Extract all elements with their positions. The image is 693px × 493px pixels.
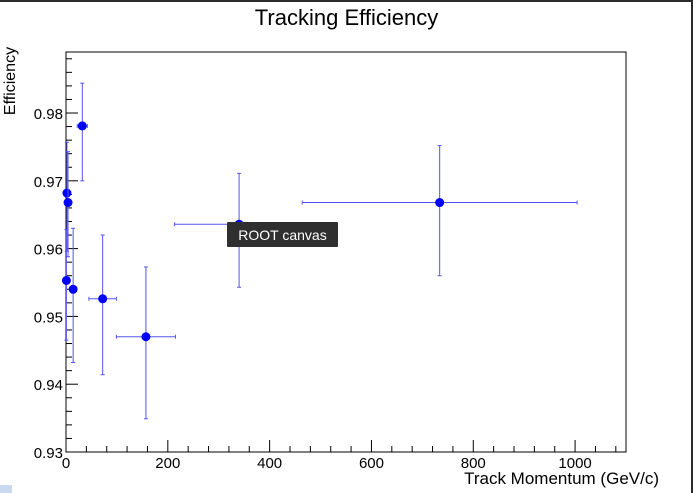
marker [62,188,72,198]
plot-frame [65,51,627,453]
marker [61,275,71,285]
x-tick-label: 400 [257,455,282,472]
data-point-5 [76,82,88,182]
x-tick-label: 600 [359,455,384,472]
marker [435,198,445,208]
data-point-1 [61,229,71,341]
y-tick-label: 0.93 [34,445,63,462]
data-point-6 [88,234,117,376]
data-point-2 [62,141,72,252]
x-tick-label: 0 [62,455,70,472]
marker [77,121,87,131]
marker [141,332,151,342]
marker [68,284,78,294]
x-axis-label: Track Momentum (GeV/c) [464,469,659,488]
canvas-resize-handle[interactable] [0,485,12,493]
root-canvas-tooltip: ROOT canvas [227,222,338,247]
data-points-group [61,82,578,420]
y-ticks-group: 0.93 0.94 0.95 0.96 0.97 0.98 [34,58,78,462]
data-point-7 [115,266,176,420]
data-point-9 [301,145,578,277]
y-tick-label: 0.95 [34,309,63,326]
chart-title: Tracking Efficiency [254,5,439,30]
x-tick-label: 200 [155,455,180,472]
canvas-right-border [691,0,693,493]
y-tick-label: 0.96 [34,242,63,259]
x-tick-label: 800 [461,455,486,472]
y-tick-label: 0.94 [34,377,63,394]
x-ticks-group: 0 200 400 600 800 1000 [62,440,617,472]
canvas-top-border [0,0,693,2]
axes-group [65,51,627,453]
data-point-3 [63,151,73,258]
data-point-4 [68,227,78,364]
y-tick-label: 0.97 [34,174,63,191]
y-tick-label: 0.98 [34,106,63,123]
marker [63,198,73,208]
x-tick-label: 1000 [558,455,591,472]
marker [98,294,108,304]
